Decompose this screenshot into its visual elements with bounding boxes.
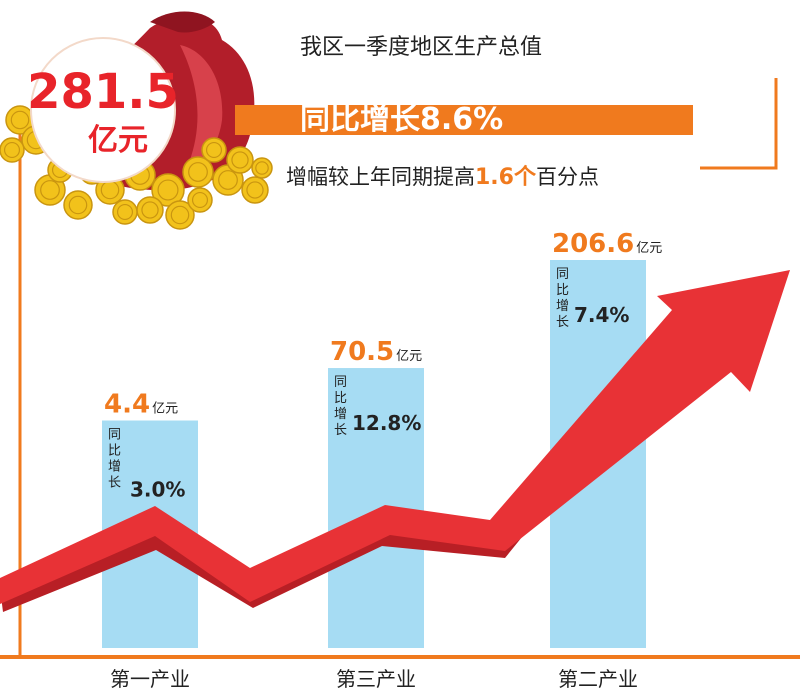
growth-label-char: 同 xyxy=(108,428,121,443)
trend-arrow xyxy=(0,270,790,612)
coin xyxy=(63,190,93,220)
category-label: 第三产业 xyxy=(336,667,416,691)
category-label: 第一产业 xyxy=(110,667,190,691)
coin-ring xyxy=(255,161,269,175)
coin xyxy=(226,146,254,174)
coin xyxy=(187,187,213,213)
growth-banner-text: 同比增长8.6% xyxy=(300,102,503,137)
trend-arrow-body xyxy=(0,270,790,604)
increase-note: 增幅较上年同期提高1.6个百分点 xyxy=(286,165,599,190)
increase-prefix: 增幅较上年同期提高 xyxy=(286,165,475,189)
growth-label-char: 长 xyxy=(334,423,347,438)
coin xyxy=(0,137,25,163)
growth-label-char: 增 xyxy=(334,407,347,422)
coin xyxy=(201,137,227,163)
coin-pile xyxy=(0,105,273,230)
growth-label-char: 长 xyxy=(108,476,121,491)
coin-ring xyxy=(40,180,60,200)
coin-ring xyxy=(116,203,134,221)
coin-ring xyxy=(218,170,238,190)
coin-ring xyxy=(10,110,30,130)
bar-value-label: 4.4 xyxy=(104,390,150,420)
bar-unit-label: 亿元 xyxy=(152,402,178,417)
bar-unit-label: 亿元 xyxy=(636,241,662,256)
coin-ring xyxy=(191,191,209,209)
bar xyxy=(328,368,424,648)
growth-label-char: 增 xyxy=(556,299,569,314)
coin-ring xyxy=(141,201,159,219)
coin xyxy=(165,200,195,230)
frame-right-line xyxy=(700,78,778,170)
coin-ring xyxy=(170,205,190,225)
coin-ring xyxy=(205,141,223,159)
growth-label-char: 同 xyxy=(334,375,347,390)
money-bag-illustration: 281.5 亿元 xyxy=(0,11,273,230)
coin-ring xyxy=(3,141,21,159)
increase-suffix: 百分点 xyxy=(536,165,599,189)
coin xyxy=(136,196,164,224)
category-label: 第二产业 xyxy=(558,667,638,691)
page-title: 我区一季度地区生产总值 xyxy=(300,35,542,60)
coin xyxy=(151,173,185,207)
bar-value-label: 70.5 xyxy=(330,337,394,367)
coin xyxy=(241,176,269,204)
coin-ring xyxy=(68,195,88,215)
coin-ring xyxy=(157,179,179,201)
category-label-group: 第一产业 第三产业 第二产业 xyxy=(110,667,638,691)
growth-rate-label: 12.8% xyxy=(352,411,421,435)
total-unit: 亿元 xyxy=(88,123,148,158)
money-bag-tie xyxy=(150,11,215,33)
growth-label-char: 比 xyxy=(108,444,121,459)
coin xyxy=(251,157,273,179)
total-value: 281.5 xyxy=(27,64,179,120)
growth-banner-bg xyxy=(235,105,693,135)
growth-label-char: 比 xyxy=(334,391,347,406)
coin xyxy=(182,156,214,188)
coin-ring xyxy=(188,162,208,182)
coin-ring xyxy=(246,181,264,199)
bar-value-label: 206.6 xyxy=(552,229,634,259)
growth-label-char: 长 xyxy=(556,315,569,330)
increase-value: 1.6个 xyxy=(475,165,537,190)
growth-label-char: 比 xyxy=(556,283,569,298)
coin xyxy=(112,199,138,225)
coin-ring xyxy=(231,151,249,169)
total-badge-circle xyxy=(30,37,176,183)
growth-label-char: 同 xyxy=(556,267,569,282)
growth-rate-label: 3.0% xyxy=(130,478,185,502)
growth-label-char: 增 xyxy=(108,460,121,475)
bar-unit-label: 亿元 xyxy=(396,349,422,364)
growth-rate-label: 7.4% xyxy=(574,303,629,327)
